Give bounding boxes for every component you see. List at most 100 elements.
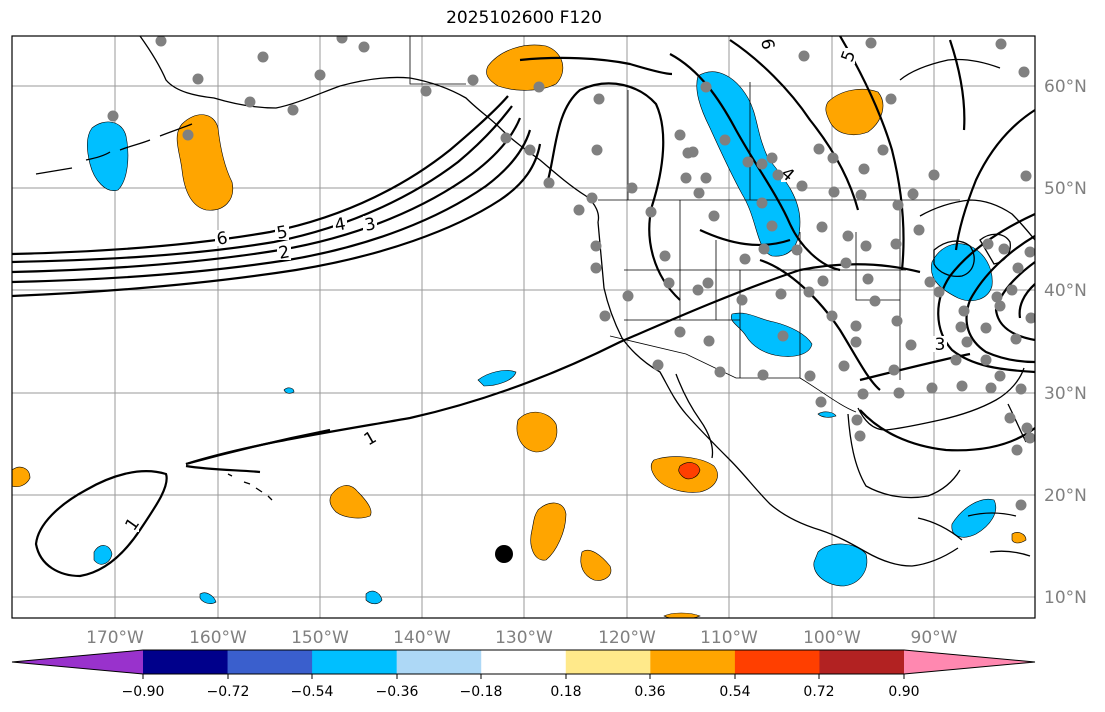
colorbar-segment bbox=[143, 650, 229, 674]
station-dot bbox=[958, 305, 970, 317]
station-dot bbox=[645, 206, 657, 218]
contour-line bbox=[185, 464, 261, 474]
station-dot bbox=[892, 199, 904, 211]
station-dot bbox=[1015, 383, 1027, 395]
colorbar-tick-label: −0.90 bbox=[122, 684, 165, 700]
station-dot bbox=[287, 104, 299, 116]
station-dot bbox=[995, 38, 1007, 50]
positive-anomaly-area bbox=[516, 411, 558, 453]
station-dot bbox=[1006, 284, 1018, 296]
latitude-label: 20°N bbox=[1044, 486, 1087, 506]
station-dot bbox=[590, 262, 602, 274]
station-dot bbox=[926, 382, 938, 394]
station-dot bbox=[1018, 66, 1030, 78]
map-title: 2025102600 F120 bbox=[446, 8, 602, 28]
station-dot bbox=[840, 257, 852, 269]
contour-line bbox=[12, 143, 542, 298]
colorbar-tick-label: −0.36 bbox=[376, 684, 419, 700]
colorbar-tick-label: −0.54 bbox=[291, 684, 334, 700]
contour-label: 3 bbox=[935, 335, 946, 355]
station-dot bbox=[543, 177, 555, 189]
station-dot bbox=[838, 360, 850, 372]
station-dot bbox=[1011, 444, 1023, 456]
station-dot bbox=[933, 286, 945, 298]
station-dot bbox=[659, 250, 671, 262]
station-dot bbox=[766, 220, 778, 232]
station-dot bbox=[700, 172, 712, 184]
station-dot bbox=[719, 134, 731, 146]
positive-anomaly-area bbox=[825, 89, 884, 135]
colorbar-segment bbox=[565, 650, 651, 674]
contour-line bbox=[185, 263, 921, 466]
station-dot bbox=[775, 288, 787, 300]
contour-line bbox=[12, 105, 513, 264]
contour-line bbox=[948, 39, 966, 131]
contour-label: 4 bbox=[333, 214, 347, 236]
station-dot bbox=[590, 240, 602, 252]
station-dot bbox=[1015, 499, 1027, 511]
station-dot bbox=[758, 243, 770, 255]
station-dot bbox=[827, 152, 839, 164]
map-frame bbox=[11, 35, 1036, 619]
station-dot bbox=[524, 144, 536, 156]
longitude-label: 150°W bbox=[291, 628, 349, 648]
longitude-label: 170°W bbox=[86, 628, 144, 648]
contour-line bbox=[965, 235, 1035, 364]
station-dot bbox=[107, 110, 119, 122]
latitude-label: 30°N bbox=[1044, 384, 1087, 404]
longitude-label: 100°W bbox=[803, 628, 861, 648]
colorbar-segment bbox=[819, 650, 905, 674]
contour-label: 6 bbox=[215, 228, 229, 250]
station-dot bbox=[955, 321, 967, 333]
station-dot bbox=[756, 197, 768, 209]
contour-line bbox=[546, 82, 681, 301]
positive-anomaly-area bbox=[580, 549, 612, 581]
station-dot bbox=[956, 380, 968, 392]
colorbar-tick-label: 0.54 bbox=[719, 684, 750, 700]
station-dot bbox=[796, 180, 808, 192]
station-dot bbox=[905, 339, 917, 351]
station-dot bbox=[467, 74, 479, 86]
station-dot bbox=[693, 187, 705, 199]
station-dot bbox=[994, 300, 1006, 312]
station-dot bbox=[950, 354, 962, 366]
negative-anomaly-area bbox=[813, 543, 868, 587]
station-dot bbox=[1024, 246, 1035, 258]
station-dot bbox=[1025, 312, 1035, 324]
contour-line bbox=[859, 409, 1035, 452]
colorbar-segment bbox=[734, 650, 820, 674]
longitude-label: 110°W bbox=[700, 628, 758, 648]
positive-anomaly-area bbox=[329, 485, 372, 519]
colorbar-tick-labels: −0.90 −0.72 −0.54 −0.36 −0.18 0.18 0.36 0.54 0.7… bbox=[122, 674, 920, 700]
contour-line bbox=[759, 258, 881, 391]
station-dot bbox=[850, 320, 862, 332]
station-dot bbox=[928, 169, 940, 181]
negative-anomaly-area bbox=[86, 121, 129, 191]
station-dot bbox=[851, 414, 863, 426]
station-dot bbox=[687, 146, 699, 158]
station-dot bbox=[700, 81, 712, 93]
station-dot bbox=[817, 275, 829, 287]
station-dot bbox=[714, 366, 726, 378]
colorbar-tick-label: 0.36 bbox=[634, 684, 665, 700]
colorbar-tick-label: 0.18 bbox=[550, 684, 581, 700]
contour-line bbox=[519, 56, 673, 76]
station-dot bbox=[877, 144, 889, 156]
station-dot bbox=[862, 273, 874, 285]
contour-line bbox=[859, 352, 971, 382]
station-markers bbox=[107, 36, 1035, 511]
station-dot bbox=[1024, 432, 1035, 444]
station-dot bbox=[586, 192, 598, 204]
station-dot bbox=[924, 276, 936, 288]
colorbar-segment bbox=[227, 650, 313, 674]
strong-positive-anomaly-area bbox=[678, 462, 701, 480]
station-dot bbox=[420, 85, 432, 97]
station-dot bbox=[358, 41, 370, 53]
latitude-labels: 60°N 50°N 40°N 30°N 20°N 10°N bbox=[1044, 77, 1087, 608]
station-dot bbox=[842, 230, 854, 242]
station-dot bbox=[857, 388, 869, 400]
negative-anomaly-area bbox=[93, 545, 113, 565]
station-dot bbox=[573, 204, 585, 216]
